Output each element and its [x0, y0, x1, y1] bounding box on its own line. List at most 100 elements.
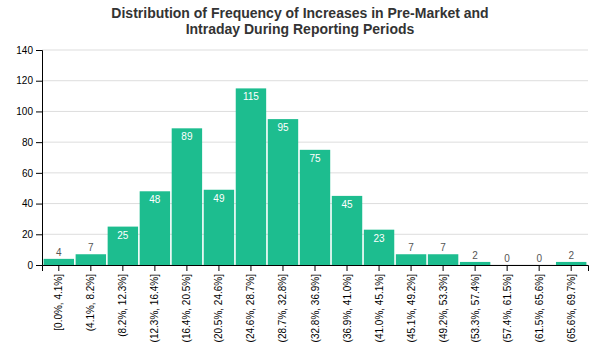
y-tick-label: 0: [27, 260, 33, 271]
x-tick-label: (16.4%, 20.5%]: [181, 274, 192, 343]
x-tick-mark: [539, 265, 540, 271]
y-tick-mark: [36, 50, 42, 51]
data-label: 48: [149, 194, 161, 205]
bar: [140, 191, 170, 265]
y-tick: 80: [22, 137, 42, 148]
x-tick-label: (57.4%, 61.5%]: [502, 274, 513, 343]
x-tick-label: [0.0%, 4.1%]: [53, 274, 64, 331]
x-tick-mark: [443, 265, 444, 271]
x-tick-label: (36.9%, 41.0%]: [342, 274, 353, 343]
title-line: Intraday During Reporting Periods: [186, 21, 415, 37]
bar: [524, 265, 554, 266]
title: Distribution of Frequency of Increases i…: [111, 5, 488, 37]
grid-line: [42, 80, 588, 81]
x-tick: (12.3%, 16.4%]: [149, 265, 160, 342]
y-tick-mark: [36, 142, 42, 143]
grid: [42, 50, 588, 265]
x-tick-label: (45.1%, 49.2%]: [406, 274, 417, 343]
x-tick-label: (65.6%, 69.7%]: [566, 274, 577, 343]
y-tick-mark: [36, 265, 42, 266]
x-tick: (61.5%, 65.6%]: [534, 265, 545, 342]
data-label: 7: [88, 242, 94, 253]
x-tick-label: (53.3%, 57.4%]: [470, 274, 481, 343]
x-tick: (57.4%, 61.5%]: [502, 265, 513, 342]
x-tick-mark: [411, 265, 412, 271]
y-tick-label: 80: [22, 137, 34, 148]
x-tick-mark: [507, 265, 508, 271]
grid-line: [42, 111, 588, 112]
bar: [204, 190, 234, 265]
x-axis: [0.0%, 4.1%] (4.1%, 8.2%] (8.2%, 12.3%] (12…: [43, 265, 589, 342]
x-axis-line: [43, 266, 589, 272]
bar: [428, 254, 458, 265]
data-label: 49: [213, 193, 225, 204]
y-tick: 140: [16, 45, 42, 56]
x-tick: (8.2%, 12.3%]: [117, 265, 128, 337]
x-tick: (20.5%, 24.6%]: [213, 265, 224, 342]
y-axis: 0 20 40 60 80 100 120 140: [16, 45, 42, 271]
x-tick-label: (49.2%, 53.3%]: [438, 274, 449, 343]
bar: [76, 254, 106, 265]
title-line: Distribution of Frequency of Increases i…: [111, 5, 488, 21]
bar: [556, 262, 586, 265]
bar: [108, 227, 138, 265]
x-tick-mark: [475, 265, 476, 271]
x-tick-label: (41.0%, 45.1%]: [374, 274, 385, 343]
x-tick-label: (61.5%, 65.6%]: [534, 274, 545, 343]
x-tick: (53.3%, 57.4%]: [470, 265, 481, 342]
plot: 4725488949115957545237720020204060801001…: [16, 45, 588, 343]
x-tick: (41.0%, 45.1%]: [374, 265, 385, 342]
y-tick-label: 100: [16, 106, 33, 117]
x-tick-mark: [347, 265, 348, 271]
x-tick-mark: [315, 265, 316, 271]
bar: [268, 119, 298, 265]
data-labels: 472548894911595754523772002: [56, 91, 574, 264]
y-tick: 20: [22, 229, 42, 240]
y-tick-label: 20: [22, 229, 34, 240]
x-tick: (4.1%, 8.2%]: [85, 265, 96, 331]
y-tick-label: 60: [22, 168, 34, 179]
y-tick: 120: [16, 75, 42, 86]
x-tick: (16.4%, 20.5%]: [181, 265, 192, 342]
x-tick-label: (4.1%, 8.2%]: [85, 274, 96, 331]
x-tick-mark: [250, 265, 251, 271]
data-label: 45: [341, 199, 353, 210]
data-label: 2: [472, 250, 478, 261]
y-tick: 40: [22, 198, 42, 209]
bar: [396, 254, 426, 265]
x-tick: (36.9%, 41.0%]: [342, 265, 353, 342]
y-tick-mark: [36, 204, 42, 205]
x-tick-mark: [218, 265, 219, 271]
x-tick-label: (20.5%, 24.6%]: [213, 274, 224, 343]
x-tick-mark: [186, 265, 187, 271]
y-tick-mark: [36, 173, 42, 174]
chart: Distribution of Frequency of Increases i…: [0, 0, 600, 360]
x-tick: (28.7%, 32.8%]: [277, 265, 288, 342]
x-tick-label: (24.6%, 28.7%]: [245, 274, 256, 343]
data-label: 95: [277, 122, 289, 133]
bar: [172, 128, 202, 265]
x-tick-mark: [90, 265, 91, 271]
x-tick-label: (32.8%, 36.9%]: [310, 274, 321, 343]
x-tick-mark: [58, 265, 59, 271]
x-tick: [0.0%, 4.1%]: [53, 265, 64, 331]
x-tick: (32.8%, 36.9%]: [310, 265, 321, 342]
grid-line: [42, 142, 588, 143]
data-label: 2: [568, 250, 574, 261]
x-tick-mark: [154, 265, 155, 271]
y-tick-label: 40: [22, 198, 34, 209]
y-axis-line: [36, 51, 43, 266]
bars: [44, 88, 587, 265]
y-tick: 100: [16, 106, 42, 117]
x-tick-mark: [571, 265, 572, 271]
y-tick-mark: [36, 111, 42, 112]
y-tick-label: 120: [16, 75, 33, 86]
data-label: 7: [440, 242, 446, 253]
data-label: 75: [309, 153, 321, 164]
x-tick-mark: [122, 265, 123, 271]
x-tick: (45.1%, 49.2%]: [406, 265, 417, 342]
x-tick-mark: [379, 265, 380, 271]
data-label: 7: [408, 242, 414, 253]
bar: [364, 230, 394, 265]
bar: [332, 196, 362, 265]
